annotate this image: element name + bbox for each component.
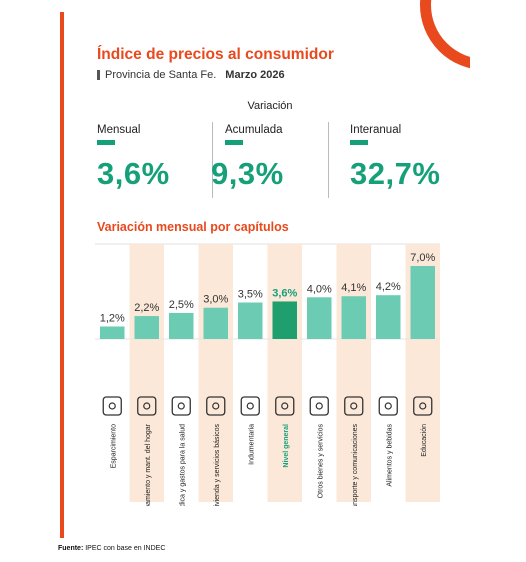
bar <box>410 266 435 339</box>
bar <box>134 316 159 339</box>
source-label: Fuente: <box>58 545 84 552</box>
data-label: 1,2% <box>100 312 125 324</box>
chart-svg: 1,2% Esparcimiento 2,2% Equipamiento y mant… <box>95 243 440 506</box>
column-band <box>336 244 371 502</box>
subtitle: Provincia de Santa Fe. Marzo 2026 <box>97 69 285 81</box>
column-band <box>267 244 302 502</box>
metric-dash <box>225 140 243 145</box>
category-label: Atención médica y gastos para la salud <box>179 424 186 506</box>
wrench-house-icon <box>137 396 157 416</box>
data-label: 2,2% <box>134 302 159 314</box>
corner-mask <box>470 0 526 120</box>
bar <box>307 297 332 339</box>
metric-value: 32,7% <box>350 156 441 191</box>
metric-label: Interanual <box>350 124 402 136</box>
data-label: 4,1% <box>341 282 366 294</box>
medical-cross-icon <box>171 396 191 416</box>
money-icon <box>275 396 295 416</box>
source-note: Fuente: IPEC con base en INDEC <box>58 545 165 552</box>
category-label: Vivienda y servicios básicos <box>214 424 221 506</box>
bar <box>238 302 263 339</box>
category-label: Esparcimiento <box>110 424 117 468</box>
category-label: Educación <box>421 424 428 457</box>
metric-divider <box>212 122 213 198</box>
basket-icon <box>378 396 398 416</box>
column-band <box>198 244 233 502</box>
category-label: Equipamiento y mant. del hogar <box>145 423 152 506</box>
metric-label: Acumulada <box>225 124 283 136</box>
bar <box>169 312 194 339</box>
bar <box>203 307 228 339</box>
car-icon <box>344 396 364 416</box>
card-frame <box>60 12 470 538</box>
metric-dash <box>350 140 368 145</box>
house-icon <box>206 396 226 416</box>
data-label: 3,0% <box>203 294 228 306</box>
source-text: IPEC con base en INDEC <box>85 545 166 552</box>
column-band <box>129 244 164 502</box>
shirt-icon <box>240 396 260 416</box>
page-title: Índice de precios al consumidor <box>97 46 334 63</box>
data-label: 3,5% <box>238 289 263 301</box>
bar <box>272 301 297 339</box>
ticket-icon <box>102 396 122 416</box>
category-label: Transporte y comunicaciones <box>352 424 359 506</box>
data-label: 3,6% <box>272 287 297 299</box>
data-label: 4,2% <box>376 281 401 293</box>
chart-title: Variación mensual por capítulos <box>97 220 289 234</box>
data-label: 2,5% <box>169 299 194 311</box>
region-label: Provincia de Santa Fe. <box>105 69 217 81</box>
category-label: Indumentaria <box>248 424 255 465</box>
metric-dash <box>97 140 115 145</box>
data-label: 4,0% <box>307 283 332 295</box>
metric-divider <box>328 122 329 198</box>
data-label: 7,0% <box>410 252 435 264</box>
bar <box>100 326 125 339</box>
category-label: Alimentos y bebidas <box>386 424 393 487</box>
metric-label: Mensual <box>97 124 141 136</box>
variation-heading: Variación <box>247 100 293 112</box>
date-label: Marzo 2026 <box>225 69 285 81</box>
subtitle-marker <box>97 70 100 80</box>
category-label: Nivel general <box>283 424 290 468</box>
metric-value: 9,3% <box>211 156 284 191</box>
metric-value: 3,6% <box>97 156 170 191</box>
graduation-cap-icon <box>413 396 433 416</box>
coin-hand-icon <box>309 396 329 416</box>
category-label: Otros bienes y servicios <box>317 424 324 499</box>
bar <box>376 295 401 339</box>
bar <box>341 296 366 339</box>
